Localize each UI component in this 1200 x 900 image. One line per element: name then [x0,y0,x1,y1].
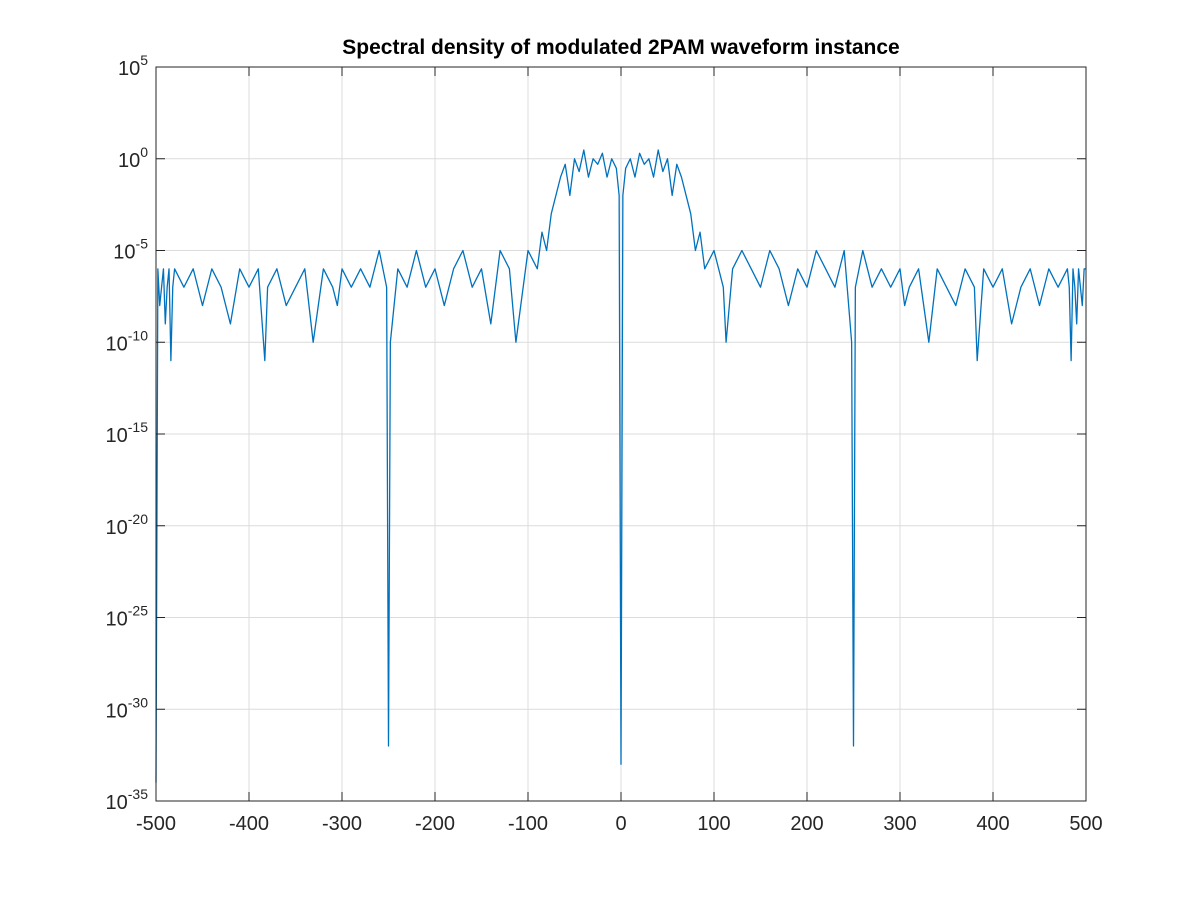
x-tick-label: 300 [883,813,916,835]
x-tick-labels: -500 -400 -300 -200 -100 0 100 200 300 400 500 [136,813,1103,835]
x-tick-label: 400 [976,813,1009,835]
y-tick-label: 10-10 [106,327,149,355]
y-tick-label: 10-20 [106,511,149,539]
y-tick-base: 10 [118,58,140,80]
y-tick-base: 10 [106,333,128,355]
y-tick-exponent: -35 [128,786,148,802]
plot-area [155,149,1086,783]
y-tick-base: 10 [106,425,128,447]
y-tick-exponent: -10 [128,327,148,343]
y-tick-exponent: -30 [128,694,148,710]
y-tick-exponent: -20 [128,511,148,527]
y-tick-label: 10-5 [113,236,148,264]
y-tick-exponent: -15 [128,419,148,435]
y-tick-exponent: 0 [140,144,148,160]
x-tick-label: -300 [322,813,362,835]
y-tick-exponent: -5 [136,236,149,252]
y-tick-base: 10 [106,792,128,814]
y-tick-label: 10-35 [106,786,149,814]
y-tick-label: 10-30 [106,694,149,722]
y-tick-base: 10 [106,609,128,631]
y-tick-label: 10-15 [106,419,149,447]
x-tick-label: -200 [415,813,455,835]
y-tick-exponent: -25 [128,603,148,619]
ticks [155,66,1087,802]
series-line [155,149,1086,783]
y-tick-label: 10-25 [106,603,149,631]
y-tick-exponent: 5 [140,52,148,68]
y-tick-base: 10 [106,517,128,539]
y-tick-base: 10 [118,150,140,172]
y-tick-base: 10 [106,700,128,722]
y-tick-label: 100 [118,144,148,172]
chart-title: Spectral density of modulated 2PAM wavef… [342,36,899,59]
x-tick-label: 200 [790,813,823,835]
x-tick-label: 0 [615,813,626,835]
x-tick-label: 100 [697,813,730,835]
y-tick-label: 105 [118,52,148,80]
x-tick-label: -400 [229,813,269,835]
x-tick-label: -100 [508,813,548,835]
x-tick-label: -500 [136,813,176,835]
x-tick-label: 500 [1069,813,1102,835]
grid [156,67,1086,801]
y-tick-base: 10 [113,242,135,264]
